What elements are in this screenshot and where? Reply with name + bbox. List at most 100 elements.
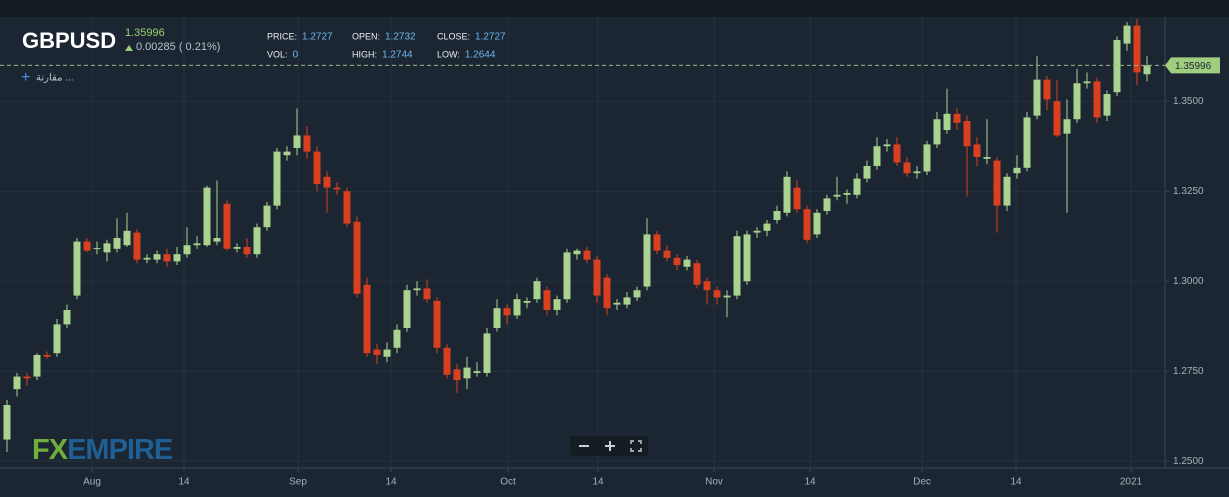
candle-body	[153, 254, 161, 260]
candle-body	[293, 135, 301, 149]
top-strip	[0, 0, 1229, 17]
candle-body	[1023, 117, 1031, 168]
candle-body	[573, 250, 581, 255]
stat-value: 1.2727	[475, 32, 506, 43]
stat-label: OPEN:	[352, 31, 380, 41]
candle-body	[703, 281, 711, 291]
x-tick-label: 2021	[1120, 477, 1143, 488]
candle-body	[443, 347, 451, 375]
candle-body	[93, 248, 101, 250]
candle-body	[333, 187, 341, 190]
candle-body	[373, 349, 381, 355]
x-tick-label: Sep	[289, 477, 307, 488]
x-tick-label: Oct	[500, 477, 516, 488]
candle-body	[423, 288, 431, 300]
candle-body	[203, 187, 211, 246]
candle-body	[3, 405, 11, 440]
stat-value: 1.2744	[382, 50, 413, 61]
candle-body	[743, 234, 751, 282]
candle-body	[253, 227, 261, 255]
candle-body	[1073, 83, 1081, 120]
candle-body	[33, 354, 41, 377]
candle-body	[1113, 40, 1121, 93]
candle-body	[753, 230, 761, 233]
candle-body	[173, 254, 181, 262]
candle-body	[853, 178, 861, 195]
candle-body	[683, 259, 691, 267]
candle-body	[243, 246, 251, 255]
y-tick-label: 1.3000	[1173, 276, 1204, 287]
candle-body	[963, 121, 971, 147]
compare[interactable]: مقارنة ...	[36, 73, 74, 84]
candle-body	[623, 297, 631, 305]
candle-body	[803, 209, 811, 240]
candle-body	[943, 113, 951, 131]
candle-body	[413, 288, 421, 291]
up-arrow	[125, 45, 133, 51]
stat-value: 1.2732	[385, 32, 416, 43]
candle-body	[563, 252, 571, 300]
candles	[3, 18, 1151, 453]
candle-body	[583, 250, 591, 260]
candle-body	[993, 160, 1001, 206]
candle-body	[353, 221, 361, 294]
candle-body	[953, 113, 961, 123]
candle-body	[663, 250, 671, 258]
candle-body	[1143, 65, 1151, 75]
candle-body	[183, 245, 191, 255]
candle-body	[673, 257, 681, 265]
candle-body	[463, 367, 471, 379]
last-price-tag	[1165, 57, 1220, 74]
zoom-in[interactable]	[605, 441, 615, 451]
candle-body	[553, 299, 561, 310]
fit[interactable]	[630, 440, 642, 452]
candle-body	[403, 290, 411, 328]
candle-body	[493, 308, 501, 328]
candle-body	[83, 241, 91, 251]
candle-body	[903, 162, 911, 174]
header-price: 1.35996	[125, 27, 165, 39]
compare-plus[interactable]: +	[21, 69, 30, 86]
candle-body	[13, 376, 21, 390]
y-tick-label: 1.2500	[1173, 456, 1204, 467]
candle-body	[793, 187, 801, 210]
candle-body	[593, 259, 601, 296]
x-tick-label: 14	[1010, 477, 1022, 488]
stat-label: LOW:	[437, 49, 460, 59]
stat-label: HIGH:	[352, 49, 377, 59]
candle-body	[883, 144, 891, 147]
candle-body	[643, 234, 651, 287]
candle-body	[613, 302, 621, 305]
logo: FXEMPIRE	[32, 434, 173, 466]
stat-label: VOL:	[267, 49, 288, 59]
candle-body	[363, 284, 371, 354]
candle-body	[1123, 25, 1131, 44]
stats: PRICE: 1.2727 OPEN: 1.2732 CLOSE: 1.2727 VOL: 0…	[267, 31, 506, 60]
candle-body	[133, 232, 141, 260]
stat-label: CLOSE:	[437, 31, 470, 41]
candle-body	[453, 369, 461, 381]
candle-body	[343, 191, 351, 224]
logo-empire: EMPIRE	[67, 434, 173, 466]
candle-body	[603, 277, 611, 309]
candle-body	[1103, 94, 1111, 116]
candle-body	[313, 151, 321, 185]
candle-body	[733, 236, 741, 296]
candle-body	[53, 324, 61, 354]
candle-body	[223, 203, 231, 249]
candle-body	[513, 299, 521, 316]
candle-body	[1043, 79, 1051, 100]
grid: 1.2500 1.2750 1.3000 1.3250 1.3500 Aug 14 Sep 14…	[0, 17, 1204, 488]
change: 0.00285 ( 0.21%)	[136, 41, 220, 53]
candle-body	[783, 176, 791, 213]
candle-body	[1133, 25, 1141, 73]
candle-body	[303, 135, 311, 152]
candle-body	[1093, 81, 1101, 118]
candle-body	[1003, 176, 1011, 206]
candle-body	[273, 151, 281, 206]
candle-body	[263, 205, 271, 228]
candle-body	[823, 198, 831, 212]
logo-fx: FX	[32, 434, 69, 466]
